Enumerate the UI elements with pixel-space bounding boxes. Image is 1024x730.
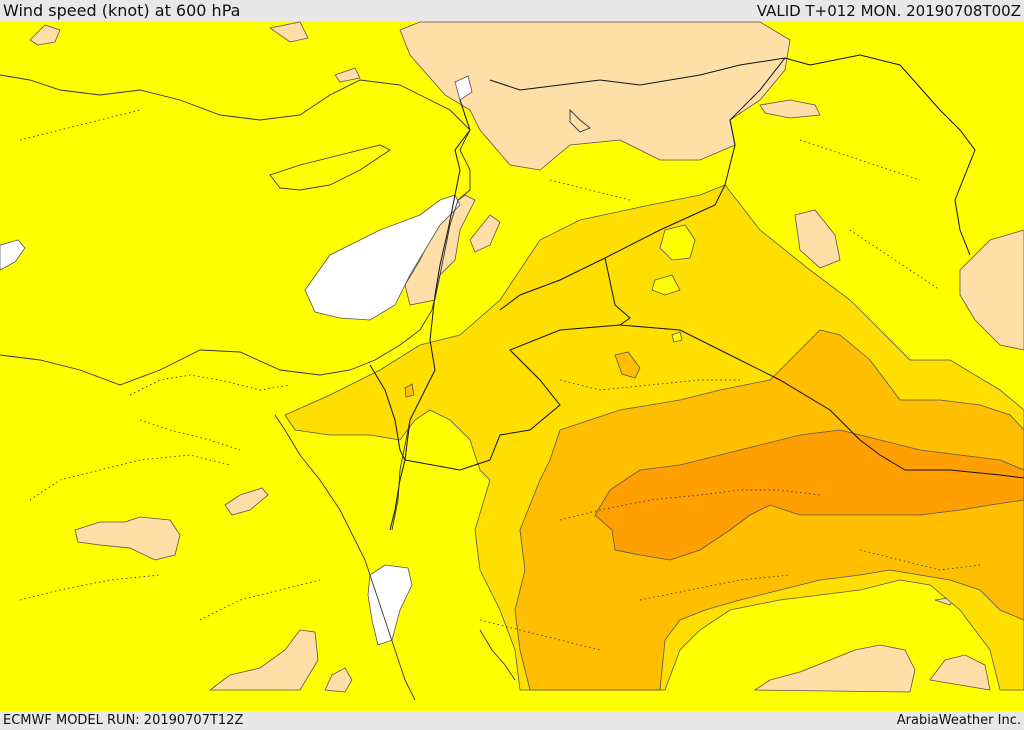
map-footer: ECMWF MODEL RUN: 20190707T12Z ArabiaWeat… — [0, 711, 1024, 729]
admin-boundaries — [19, 109, 981, 651]
band-40-50 — [514, 329, 1024, 691]
credit: ArabiaWeather Inc. — [896, 713, 1021, 728]
band-0-10-regions — [0, 75, 473, 646]
band-40-50-spot-2 — [404, 383, 415, 398]
map-title: Wind speed (knot) at 600 hPa — [3, 1, 241, 20]
band-10-20-regions — [29, 21, 1024, 693]
map-canvas — [0, 21, 1024, 711]
coastlines — [0, 74, 591, 701]
map-header: Wind speed (knot) at 600 hPa VALID T+012… — [0, 0, 1024, 21]
band-40-50-spot — [614, 351, 641, 379]
band-50-60 — [594, 429, 1024, 561]
wind-speed-map[interactable] — [0, 21, 1024, 711]
country-borders — [369, 54, 1024, 531]
valid-time: VALID T+012 MON. 20190708T00Z — [756, 2, 1021, 20]
model-run: ECMWF MODEL RUN: 20190707T12Z — [3, 713, 244, 728]
band-20-30-holes — [651, 224, 696, 343]
